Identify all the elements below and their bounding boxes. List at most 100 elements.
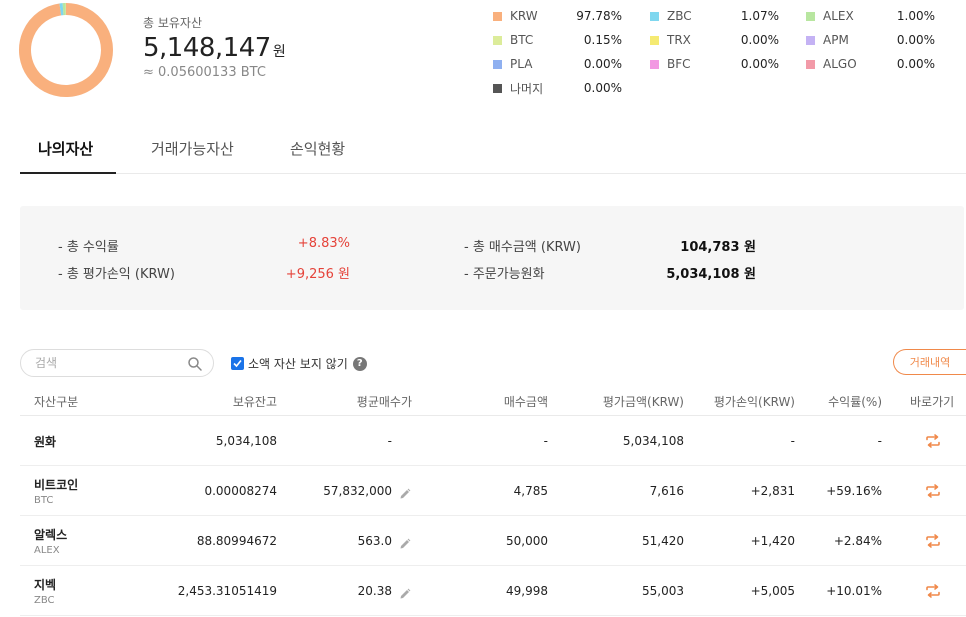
asset-name-main: 원화: [34, 435, 57, 449]
asset-donut-chart: [19, 3, 113, 97]
search-box: [20, 349, 214, 377]
edit-avg-price-icon[interactable]: [399, 535, 411, 549]
legend-item: BTC 0.15%: [493, 32, 622, 48]
legend-name: APM: [823, 33, 849, 47]
balance: 0.00008274: [204, 484, 277, 498]
donut-slice-krw: [19, 3, 113, 97]
asset-symbol: BTC: [34, 495, 54, 506]
header-eval-amount: 평가금액(KRW): [602, 395, 684, 409]
tab-profit-loss[interactable]: 손익현황: [290, 140, 346, 158]
pnl: -: [790, 434, 795, 448]
buy-amount: 4,785: [513, 484, 548, 498]
legend-name: KRW: [510, 9, 538, 23]
header-avg-price: 평균매수가: [356, 395, 412, 409]
legend-percent: 0.00%: [896, 57, 935, 71]
total-buy-label: - 총 매수금액 (KRW): [464, 240, 581, 255]
tab-my-assets[interactable]: 나의자산: [38, 140, 94, 158]
trade-shortcut-icon[interactable]: [925, 583, 941, 599]
pnl: +5,005: [750, 584, 795, 598]
edit-avg-price-icon[interactable]: [399, 485, 411, 499]
legend-percent: 1.00%: [896, 9, 935, 23]
summary-stats: - 총 수익률 +8.83% - 총 평가손익 (KRW) +9,256 원 -…: [20, 206, 964, 310]
legend-item: PLA 0.00%: [493, 56, 622, 72]
help-icon[interactable]: ?: [352, 356, 367, 371]
table-row: 비트코인 BTC 0.00008274 57,832,000 4,785 7,616 +2,…: [20, 466, 966, 516]
asset-name: 원화: [34, 433, 56, 450]
hide-small-assets: 소액 자산 보지 않기 ?: [231, 355, 367, 372]
legend-percent: 0.15%: [583, 33, 622, 47]
legend-percent: 0.00%: [740, 57, 779, 71]
search-icon[interactable]: [187, 356, 203, 372]
total-assets-label: 총 보유자산: [143, 16, 203, 30]
return-rate: -: [877, 434, 882, 448]
asset-symbol: ZBC: [34, 595, 55, 606]
legend-swatch: [806, 35, 815, 45]
eval-amount: 7,616: [649, 484, 684, 498]
asset-tabs: 나의자산 거래가능자산 손익현황: [20, 124, 966, 174]
legend-item: 나머지 0.00%: [493, 80, 622, 96]
pnl: +1,420: [750, 534, 795, 548]
legend-swatch: [806, 59, 815, 69]
header-balance: 보유잔고: [232, 395, 277, 409]
legend-name: 나머지: [510, 81, 544, 96]
total-buy-value: 104,783 원: [680, 240, 756, 255]
legend-swatch: [493, 35, 502, 45]
header-return: 수익률(%): [828, 395, 882, 409]
buy-amount: -: [543, 434, 548, 448]
hide-small-label: 소액 자산 보지 않기: [248, 357, 348, 371]
header-buy-amount: 매수금액: [503, 395, 548, 409]
asset-name-main: 알렉스: [34, 528, 68, 542]
transaction-history-button[interactable]: 거래내역: [893, 349, 966, 375]
buy-amount: 49,998: [506, 584, 548, 598]
hide-small-checkbox[interactable]: [231, 357, 244, 370]
legend-name: ALGO: [823, 57, 857, 71]
legend-name: TRX: [667, 33, 691, 47]
asset-name: 비트코인 BTC: [34, 476, 78, 506]
header-shortcut: 바로가기: [910, 395, 955, 409]
legend-item: TRX 0.00%: [650, 32, 779, 48]
legend-percent: 0.00%: [896, 33, 935, 47]
legend-swatch: [650, 35, 659, 45]
table-row: 원화 5,034,108 - - 5,034,108 - -: [20, 416, 966, 466]
asset-symbol: ALEX: [34, 545, 60, 556]
table-header: 자산구분 보유잔고 평균매수가 매수금액 평가금액(KRW) 평가손익(KRW)…: [20, 384, 966, 416]
avg-price: 20.38: [357, 584, 392, 598]
available-krw-value: 5,034,108 원: [666, 267, 756, 282]
asset-name-main: 비트코인: [34, 478, 79, 492]
legend-name: BFC: [667, 57, 691, 71]
header-pnl: 평가손익(KRW): [713, 395, 795, 409]
legend-item: ALEX 1.00%: [806, 8, 935, 24]
total-assets: 총 보유자산 5,148,147 원 ≈ 0.05600133 BTC: [143, 14, 286, 80]
trade-shortcut-icon[interactable]: [925, 483, 941, 499]
legend-percent: 0.00%: [583, 57, 622, 71]
pnl: +2,831: [750, 484, 795, 498]
legend-swatch: [650, 11, 659, 21]
legend-item: BFC 0.00%: [650, 56, 779, 72]
legend-swatch: [493, 59, 502, 69]
edit-avg-price-icon[interactable]: [399, 585, 411, 599]
avg-price: -: [387, 434, 392, 448]
total-pnl-value: +9,256 원: [285, 267, 350, 282]
asset-name: 알렉스 ALEX: [34, 526, 67, 556]
legend-swatch: [806, 11, 815, 21]
trade-shortcut-icon[interactable]: [925, 533, 941, 549]
total-return-label: - 총 수익률: [58, 240, 119, 255]
total-assets-value: 5,148,147 원: [143, 33, 286, 63]
asset-name: 지벡 ZBC: [34, 576, 56, 606]
legend-name: BTC: [510, 33, 534, 47]
total-assets-unit: 원: [272, 44, 286, 60]
tab-tradable-assets[interactable]: 거래가능자산: [151, 140, 234, 158]
search-input[interactable]: [35, 354, 185, 372]
avg-price: 563.0: [357, 534, 392, 548]
legend-percent: 0.00%: [583, 81, 622, 95]
total-assets-btc: ≈ 0.05600133 BTC: [143, 65, 266, 80]
check-icon: [233, 359, 242, 368]
legend-item: ZBC 1.07%: [650, 8, 779, 24]
available-krw-label: - 주문가능원화: [464, 267, 545, 282]
trade-shortcut-icon[interactable]: [925, 433, 941, 449]
header-asset: 자산구분: [34, 395, 79, 409]
total-return-value: +8.83%: [297, 236, 350, 251]
legend-percent: 0.00%: [740, 33, 779, 47]
legend-name: ALEX: [823, 9, 854, 23]
legend-name: ZBC: [667, 9, 692, 23]
